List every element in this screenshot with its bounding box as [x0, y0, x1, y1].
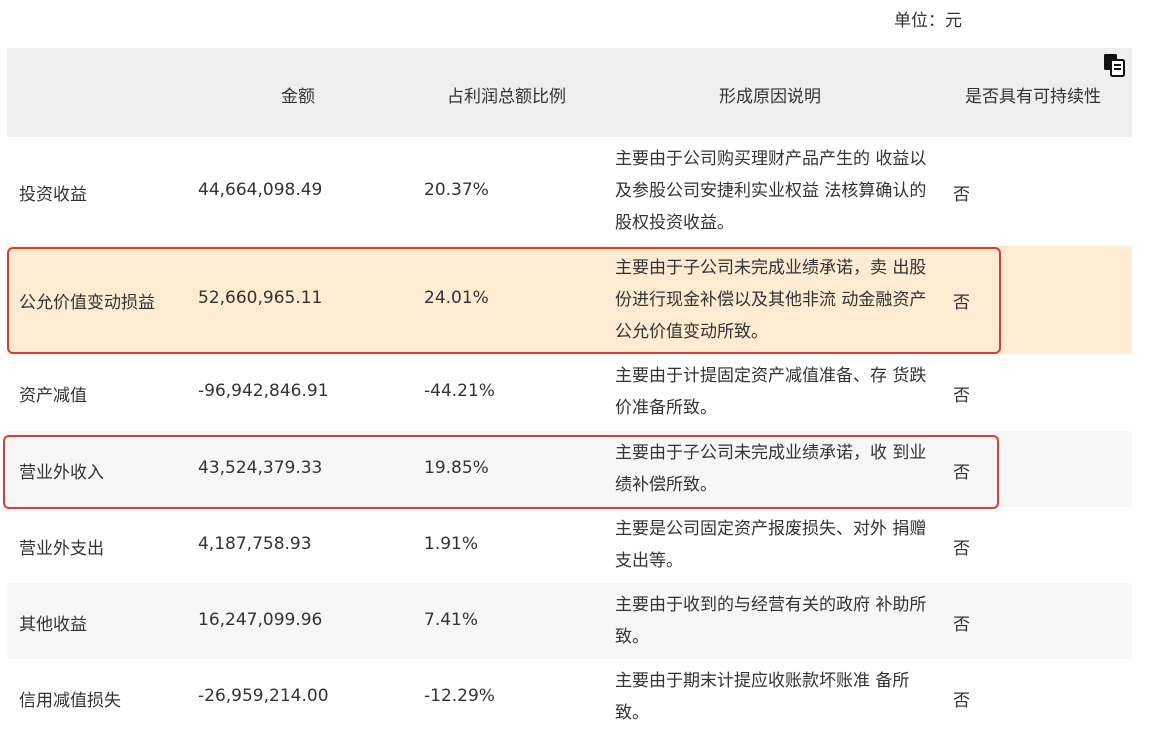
row-reason: 主要由于子公司未完成业绩承诺，收 到业绩补偿所致。: [615, 443, 927, 495]
row-amount: 52,660,965.11: [198, 288, 323, 308]
copy-icon[interactable]: [1103, 53, 1125, 77]
row-item: 营业外支出: [19, 539, 104, 559]
row-reason: 主要由于公司购买理财产品产生的 收益以及参股公司安捷利实业权益 法核算确认的股权…: [615, 149, 927, 233]
row-ratio: 7.41%: [424, 610, 479, 630]
row-reason: 主要由于计提固定资产减值准备、存 货跌价准备所致。: [615, 366, 927, 418]
row-item: 公允价值变动损益: [19, 293, 155, 313]
row-item: 投资收益: [19, 185, 87, 205]
row-amount: 43,524,379.33: [198, 458, 323, 478]
row-item: 营业外收入: [19, 463, 104, 483]
header-reason: 形成原因说明: [719, 87, 821, 107]
row-amount: 16,247,099.96: [198, 610, 323, 630]
row-sustainable: 否: [953, 539, 970, 559]
row-reason: 主要由于期末计提应收账款坏账准 备所致。: [615, 671, 910, 723]
row-ratio: 20.37%: [424, 180, 489, 200]
table-row: 营业外支出 4,187,758.93 1.91% 主要是公司固定资产报废损失、对…: [7, 507, 1132, 583]
row-amount: -26,959,214.00: [198, 686, 329, 706]
row-amount: 4,187,758.93: [198, 534, 312, 554]
header-ratio: 占利润总额比例: [447, 87, 566, 107]
row-ratio: 19.85%: [424, 458, 489, 478]
row-sustainable: 否: [953, 615, 970, 635]
row-reason: 主要是公司固定资产报废损失、对外 捐赠支出等。: [615, 519, 927, 571]
unit-label: 单位：元: [894, 11, 962, 31]
row-sustainable: 否: [953, 463, 970, 483]
header-sustainable: 是否具有可持续性: [965, 87, 1101, 107]
row-item: 资产减值: [19, 386, 87, 406]
row-reason: 主要由于收到的与经营有关的政府 补助所致。: [615, 595, 927, 647]
row-sustainable: 否: [953, 691, 970, 711]
header-amount: 金额: [281, 87, 315, 107]
table-row: 公允价值变动损益 52,660,965.11 24.01% 主要由于子公司未完成…: [7, 246, 1132, 354]
row-ratio: -12.29%: [424, 686, 495, 706]
row-reason: 主要由于子公司未完成业绩承诺，卖 出股份进行现金补偿以及其他非流 动金融资产公允…: [615, 258, 927, 342]
row-ratio: 24.01%: [424, 288, 489, 308]
row-sustainable: 否: [953, 386, 970, 406]
row-sustainable: 否: [953, 293, 970, 313]
table-row: 营业外收入 43,524,379.33 19.85% 主要由于子公司未完成业绩承…: [3, 431, 1132, 509]
row-sustainable: 否: [953, 185, 970, 205]
table-header: 金额 占利润总额比例 形成原因说明 是否具有可持续性: [7, 48, 1132, 137]
row-ratio: 1.91%: [424, 534, 479, 554]
row-item: 其他收益: [19, 615, 87, 635]
table-row: 信用减值损失 -26,959,214.00 -12.29% 主要由于期末计提应收…: [7, 659, 1132, 729]
row-amount: -96,942,846.91: [198, 381, 329, 401]
row-amount: 44,664,098.49: [198, 180, 323, 200]
table-row: 投资收益 44,664,098.49 20.37% 主要由于公司购买理财产品产生…: [7, 137, 1132, 246]
row-item: 信用减值损失: [19, 691, 121, 711]
data-table: 金额 占利润总额比例 形成原因说明 是否具有可持续性 投资收益 44,664,0…: [3, 48, 1132, 729]
table-row: 资产减值 -96,942,846.91 -44.21% 主要由于计提固定资产减值…: [7, 354, 1132, 431]
table-row: 其他收益 16,247,099.96 7.41% 主要由于收到的与经营有关的政府…: [7, 583, 1132, 659]
row-ratio: -44.21%: [424, 381, 495, 401]
